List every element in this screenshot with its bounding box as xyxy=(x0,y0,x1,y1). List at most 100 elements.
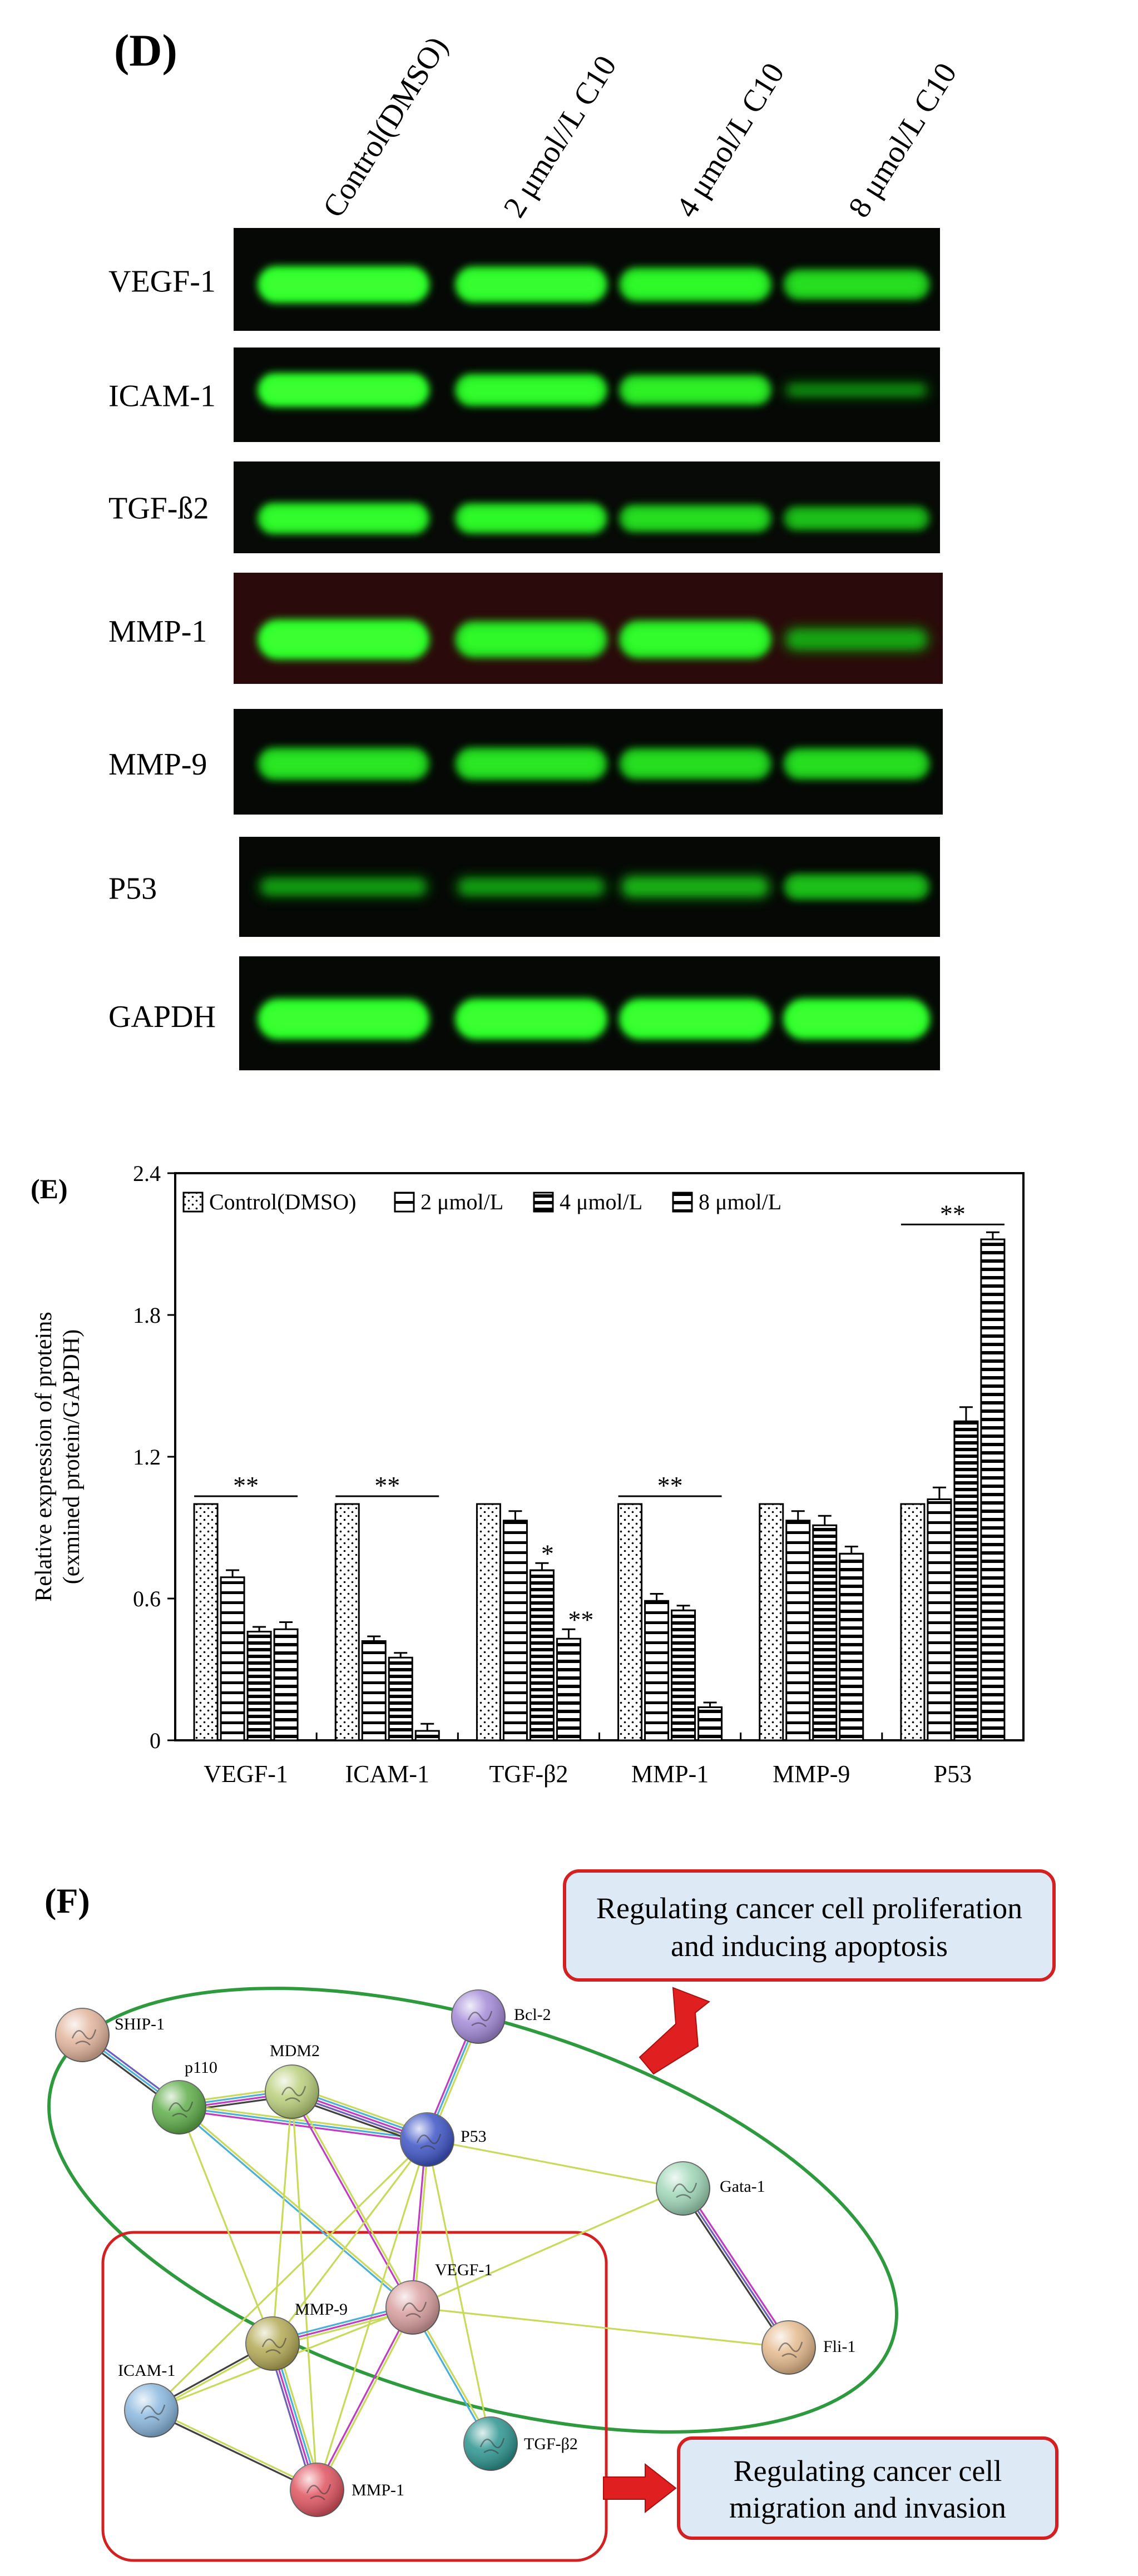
legend-item-2-mol-l: 2 μmol/L xyxy=(394,1189,503,1214)
edge-strand xyxy=(412,2306,790,2349)
x-tick-label-icam-1: ICAM-1 xyxy=(345,1760,429,1788)
bar-control-dmso-tgf-2 xyxy=(476,1503,501,1741)
edge-p110-mmp-9 xyxy=(178,2106,274,2345)
significance-marker: ** xyxy=(657,1471,683,1500)
legend-item-8-mol-l: 8 μmol/L xyxy=(672,1189,781,1214)
node-sphere-shine xyxy=(400,2113,454,2166)
bar-2-mol-l-vegf-1 xyxy=(220,1576,245,1741)
bar-4-mol-l-mmp-9 xyxy=(812,1524,838,1741)
blot-band-core-lane-4 xyxy=(790,1006,923,1033)
bar-4-mol-l-icam-1 xyxy=(388,1656,413,1741)
node-sphere-shine xyxy=(762,2321,815,2374)
blot-label: VEGF-1 xyxy=(108,265,216,299)
node-label: MMP-1 xyxy=(352,2481,404,2499)
bar-4-mol-l-mmp-1 xyxy=(671,1609,696,1741)
edge-p53-tgf-2 xyxy=(426,2138,492,2445)
node-bcl-2: Bcl-2 xyxy=(451,1989,551,2044)
panel-f-label: (F) xyxy=(44,1881,90,1920)
edge-strand xyxy=(291,2091,318,2491)
callout-migration-line2: migration and invasion xyxy=(729,2491,1006,2524)
edge-strand xyxy=(412,2187,684,2309)
y-axis-label: Relative expression of proteins(exmined … xyxy=(31,1312,85,1601)
node-sphere-shine xyxy=(265,2065,319,2118)
edge-p53-vegf-1 xyxy=(410,2138,430,2309)
edge-strand xyxy=(150,2410,318,2492)
blot-band-core-lane-2 xyxy=(462,1006,601,1033)
legend-label: Control(DMSO) xyxy=(209,1189,356,1214)
protein-structure-icon xyxy=(140,2404,166,2421)
bar-control-dmso-p53 xyxy=(900,1503,926,1741)
blot-band-core-lane-4 xyxy=(790,878,923,896)
node-gata-1: Gata-1 xyxy=(656,2161,765,2216)
x-tick-label-p53: P53 xyxy=(934,1760,972,1788)
blot-mmp-9: MMP-9 xyxy=(108,709,943,815)
edge-mdm2-vegf-1 xyxy=(290,2090,415,2309)
legend-label: 2 μmol/L xyxy=(420,1189,503,1214)
callout-proliferation-box xyxy=(563,1869,1056,1982)
blot-p53: P53 xyxy=(108,837,940,937)
node-tgf-2: TGF-β2 xyxy=(463,2416,578,2471)
callout-proliferation-line1: Regulating cancer cell proliferation xyxy=(596,1892,1022,1925)
blot-icam-1: ICAM-1 xyxy=(108,348,940,442)
blot-band-core-lane-3 xyxy=(626,879,765,895)
edge-strand xyxy=(271,2091,293,2345)
protein-structure-icon xyxy=(71,2029,97,2046)
x-tick-label-mmp-1: MMP-1 xyxy=(631,1760,709,1788)
significance-marker: ** xyxy=(940,1199,966,1228)
network-nodes: SHIP-1 p110 MDM2 Bcl-2 P53 Gata-1 VEGF-1 Fli-1 M… xyxy=(55,1989,855,2517)
edge-vegf-1-fli-1 xyxy=(412,2306,790,2349)
node-mdm2: MDM2 xyxy=(265,2042,320,2119)
y-tick-label: 0 xyxy=(150,1728,161,1753)
bar-4-mol-l-p53 xyxy=(953,1420,979,1741)
y-tick-label: 1.2 xyxy=(133,1445,161,1470)
blot-band-core-lane-2 xyxy=(462,880,601,894)
node-label: Fli-1 xyxy=(823,2337,855,2356)
plot-frame xyxy=(174,1172,1025,1741)
bar-control-dmso-vegf-1 xyxy=(193,1503,219,1741)
legend-swatch xyxy=(533,1192,554,1213)
callout-migration-line1: Regulating cancer cell xyxy=(734,2454,1002,2488)
bar-2-mol-l-tgf-2 xyxy=(502,1520,528,1741)
edge-strand xyxy=(292,2090,415,2308)
panel-e: (E) 0 0.6 1.2 1.8 2.4 Relative expression of … xyxy=(31,1161,1025,1788)
bar-2-mol-l-mmp-9 xyxy=(785,1520,811,1741)
edge-strand xyxy=(426,2138,492,2445)
blot-tgf-2: TGF-ß2 xyxy=(108,461,940,553)
blot-label: TGF-ß2 xyxy=(108,491,209,525)
node-vegf-1: VEGF-1 xyxy=(385,2261,492,2335)
edge-strand xyxy=(271,2138,428,2345)
western-blots: VEGF-1 ICAM-1 TGF-ß2 MMP-1 MMP-9 P53 GAPDH xyxy=(108,228,943,1070)
significance-marker: ** xyxy=(374,1471,400,1500)
bar-chart: 0 0.6 1.2 1.8 2.4 Relative expression of prot… xyxy=(31,1161,1025,1788)
edge-strand xyxy=(177,2107,413,2310)
blot-band-core-lane-1 xyxy=(264,508,423,529)
edge-p110-vegf-1 xyxy=(177,2105,415,2310)
edge-strand xyxy=(150,2138,428,2411)
edge-strand xyxy=(177,2109,428,2143)
x-tick-label-tgf-2: TGF-β2 xyxy=(489,1760,568,1788)
panel-d-label: (D) xyxy=(114,25,177,76)
protein-structure-icon xyxy=(672,2182,697,2199)
blot-label: ICAM-1 xyxy=(108,379,216,413)
protein-structure-icon xyxy=(168,2101,194,2118)
bar-8-mol-l-icam-1 xyxy=(414,1730,440,1741)
edge-strand xyxy=(682,2187,790,2349)
edge-strand xyxy=(413,2138,430,2309)
edge-p53-icam-1 xyxy=(150,2138,428,2411)
panel-f: (F) Regulating cancer cell proliferation… xyxy=(44,1869,1058,2562)
bar-8-mol-l-vegf-1 xyxy=(273,1628,299,1741)
blot-band-core-lane-4 xyxy=(790,510,923,527)
bar-control-dmso-mmp-1 xyxy=(617,1503,643,1741)
blot-label: MMP-9 xyxy=(108,747,207,782)
protein-structure-icon xyxy=(416,2133,442,2150)
node-label: SHIP-1 xyxy=(115,2015,165,2033)
y-tick-label: 0.6 xyxy=(133,1586,161,1611)
edge-strand xyxy=(680,2189,788,2350)
node-label: ICAM-1 xyxy=(118,2361,175,2380)
blot-band-core-lane-4 xyxy=(790,274,923,295)
blot-band-core-lane-3 xyxy=(626,753,765,775)
x-tick-label-vegf-1: VEGF-1 xyxy=(204,1760,288,1788)
blot-band-core-lane-4 xyxy=(790,753,923,775)
blot-band-core-lane-3 xyxy=(626,627,765,652)
lane-label-4-mol-l-c10: 4 μmol/L C10 xyxy=(669,57,791,224)
